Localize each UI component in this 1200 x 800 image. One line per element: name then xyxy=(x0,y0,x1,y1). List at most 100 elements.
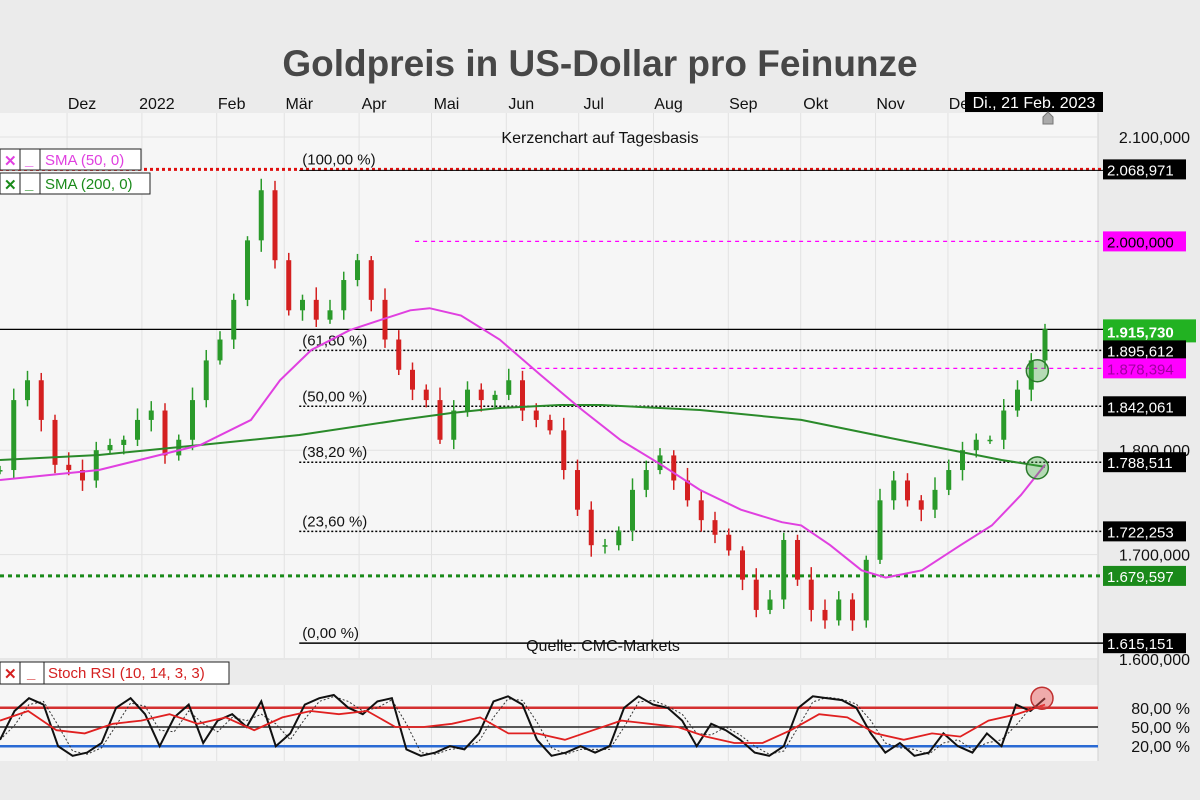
highlight-circle xyxy=(1025,359,1050,383)
price-label-box xyxy=(1103,452,1186,473)
candle-body xyxy=(135,419,140,440)
candle-body xyxy=(932,489,938,510)
chart-title: Goldpreis in US-Dollar pro Feinunze xyxy=(282,43,917,84)
rsi-level-label: 20,00 % xyxy=(1131,739,1190,756)
candle-body xyxy=(245,240,250,300)
level-labels: 2.068,971 2.000,000 1.915,730 1.895,6121.87… xyxy=(1103,159,1196,654)
candle-body xyxy=(107,444,113,451)
candle-body xyxy=(987,439,993,442)
y-tick-label: 2.100,000 xyxy=(1119,130,1190,147)
minimize-icon[interactable]: _ xyxy=(24,176,34,193)
candle-body xyxy=(712,520,718,535)
price-label-box xyxy=(1103,396,1186,417)
candle-body xyxy=(836,599,842,621)
price-label: 2.068,971 xyxy=(1107,162,1174,179)
candle-body xyxy=(891,480,897,501)
candle-body xyxy=(506,380,512,395)
legend-sma50[interactable]: ✕ _ SMA (50, 0) xyxy=(0,148,142,171)
minimize-icon[interactable]: _ xyxy=(24,152,34,169)
candle-body xyxy=(66,464,72,471)
close-icon[interactable]: ✕ xyxy=(4,153,17,170)
x-tick-label: Aug xyxy=(654,96,682,113)
candle-body xyxy=(616,530,622,546)
cursor-handle[interactable] xyxy=(1042,111,1054,125)
rsi-panel xyxy=(0,685,1098,761)
candle-body xyxy=(630,489,635,531)
candle-body xyxy=(0,470,3,472)
x-axis: Dez 2022 Feb Mär Apr Mai Jun Jul Aug Sep Okt Nov Dez xyxy=(68,96,977,113)
candle-body xyxy=(657,455,663,471)
price-label-box xyxy=(1103,231,1186,252)
price-label-box xyxy=(1103,521,1186,542)
candle-body xyxy=(382,299,388,340)
candle-body xyxy=(451,410,457,440)
candle-body xyxy=(946,470,952,490)
x-tick-label: Dez xyxy=(68,96,96,113)
fib-label: (0,00 %) xyxy=(302,625,359,642)
rsi-level-label: 80,00 % xyxy=(1131,701,1190,718)
candle-body xyxy=(217,339,223,361)
x-tick-label: Sep xyxy=(729,96,758,113)
price-panel xyxy=(0,113,1098,658)
candle-body xyxy=(121,439,127,445)
candle-body xyxy=(93,450,99,481)
x-tick-label: Nov xyxy=(876,96,904,113)
candle-body xyxy=(272,190,278,261)
candle-body xyxy=(162,410,168,456)
cursor-date: Di., 21 Feb. 2023 xyxy=(973,95,1096,112)
legend-sma200[interactable]: ✕ _ SMA (200, 0) xyxy=(0,172,151,195)
candle-body xyxy=(203,360,209,401)
candle-body xyxy=(726,534,732,551)
candle-body xyxy=(685,480,690,501)
legend-stoch-rsi[interactable]: ✕ _ Stoch RSI (10, 14, 3, 3) xyxy=(0,661,230,685)
candle-body xyxy=(368,260,374,300)
candle-body xyxy=(753,579,759,610)
candle-body xyxy=(808,579,814,610)
candle-body xyxy=(313,299,319,320)
sma50-line xyxy=(0,307,1046,579)
candle-body xyxy=(396,339,402,370)
legend-label: SMA (50, 0) xyxy=(45,152,124,169)
candles xyxy=(0,178,1048,631)
candle-body xyxy=(863,559,869,621)
candle-body xyxy=(286,260,292,311)
candle-body xyxy=(877,500,883,560)
candle-body xyxy=(11,400,17,471)
price-label: 1.679,597 xyxy=(1107,569,1174,586)
candle-body xyxy=(973,439,979,451)
candle-body xyxy=(643,470,649,490)
legend-label: Stoch RSI (10, 14, 3, 3) xyxy=(48,665,205,682)
price-label-box xyxy=(1103,340,1186,361)
x-tick-label: Mär xyxy=(285,96,313,113)
candle-body xyxy=(423,389,429,401)
candle-body xyxy=(437,400,443,440)
candle-body xyxy=(918,500,924,510)
candle-body xyxy=(602,545,608,547)
highlights xyxy=(1025,359,1050,480)
candle-body xyxy=(478,389,484,401)
candle-body xyxy=(822,609,828,621)
candle-body xyxy=(38,380,44,420)
close-icon[interactable]: ✕ xyxy=(4,666,17,683)
candle-body xyxy=(231,299,237,340)
candle-body xyxy=(698,500,704,521)
candle-body xyxy=(355,260,360,281)
candle-body xyxy=(740,550,745,580)
rsi-level-label: 50,00 % xyxy=(1131,720,1190,737)
x-tick-label: Feb xyxy=(218,96,246,113)
source-label: Quelle: CMC-Markets xyxy=(526,638,680,655)
candle-body xyxy=(80,470,85,481)
price-label-box xyxy=(1103,358,1186,379)
candle-body xyxy=(795,539,800,580)
candle-body xyxy=(1015,389,1020,411)
candle-body xyxy=(905,480,910,501)
sma200-line xyxy=(0,404,1046,468)
stoch-k-line xyxy=(0,693,1046,757)
candle-body xyxy=(190,400,195,440)
minimize-icon[interactable]: _ xyxy=(26,665,36,682)
candle-body xyxy=(533,410,539,420)
price-levels: (100,00 %) (61,80 %) (50,00 %) (38,20 %) (23… xyxy=(0,151,1103,644)
close-icon[interactable]: ✕ xyxy=(4,177,17,194)
price-label-box xyxy=(1103,565,1186,586)
